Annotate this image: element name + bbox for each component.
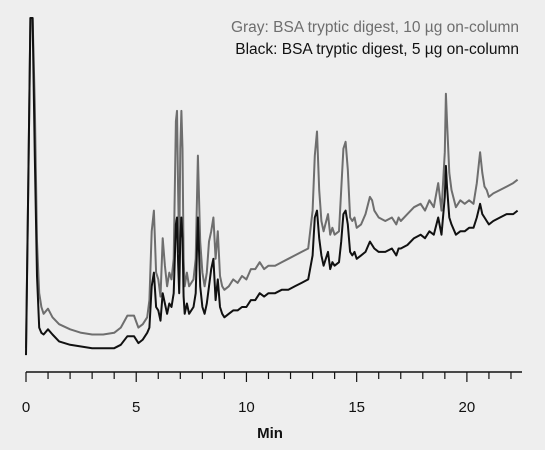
x-tick-label: 0 bbox=[22, 399, 30, 416]
series-line-black bbox=[25, 17, 519, 356]
x-tick-label: 20 bbox=[459, 399, 476, 416]
series-layer bbox=[25, 17, 519, 356]
legend-entry-gray: Gray: BSA tryptic digest, 10 µg on-colum… bbox=[231, 19, 519, 36]
legend-entry-black: Black: BSA tryptic digest, 5 µg on-colum… bbox=[235, 41, 519, 58]
series-line-gray bbox=[25, 17, 519, 349]
x-axis: 0 5 10 15 20 bbox=[22, 371, 522, 416]
x-tick-label: 10 bbox=[238, 399, 255, 416]
legend: Gray: BSA tryptic digest, 10 µg on-colum… bbox=[231, 19, 519, 58]
x-axis-title: Min bbox=[257, 425, 283, 442]
x-tick-label: 15 bbox=[348, 399, 365, 416]
x-tick-label: 5 bbox=[132, 399, 140, 416]
x-axis-ticks: 0 5 10 15 20 bbox=[22, 372, 512, 416]
